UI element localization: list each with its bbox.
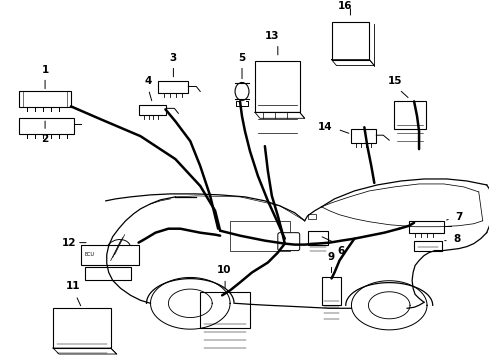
Text: 13: 13 (265, 31, 279, 41)
Bar (19, 118, 74, 134)
Bar (332, 22, 369, 60)
Text: 4: 4 (145, 76, 152, 86)
Bar (85, 266, 131, 280)
Text: 14: 14 (318, 122, 333, 132)
Text: 9: 9 (328, 252, 335, 262)
Text: 5: 5 (239, 53, 245, 63)
Bar (414, 240, 442, 251)
Text: 7: 7 (455, 212, 463, 222)
Bar (489, 216, 490, 236)
Bar (308, 214, 316, 219)
Text: 3: 3 (170, 53, 177, 63)
Bar (351, 129, 376, 143)
Bar (81, 244, 139, 265)
Bar (409, 221, 444, 233)
Text: 2: 2 (42, 134, 49, 144)
Text: 15: 15 (388, 76, 402, 86)
Bar (230, 221, 290, 251)
Text: 12: 12 (62, 238, 76, 248)
Text: ECU: ECU (85, 252, 95, 257)
Text: 6: 6 (338, 246, 345, 256)
Bar (139, 105, 167, 115)
Bar (394, 102, 426, 129)
Text: 1: 1 (42, 64, 49, 75)
Bar (321, 278, 342, 305)
Bar (19, 91, 71, 107)
Text: 8: 8 (453, 234, 461, 244)
Text: 11: 11 (66, 282, 80, 291)
Bar (200, 292, 250, 328)
FancyBboxPatch shape (278, 233, 300, 251)
Bar (308, 231, 327, 244)
Text: 16: 16 (338, 1, 353, 11)
Bar (53, 308, 111, 348)
Bar (255, 60, 300, 112)
Bar (158, 81, 188, 94)
Text: 10: 10 (217, 265, 231, 275)
